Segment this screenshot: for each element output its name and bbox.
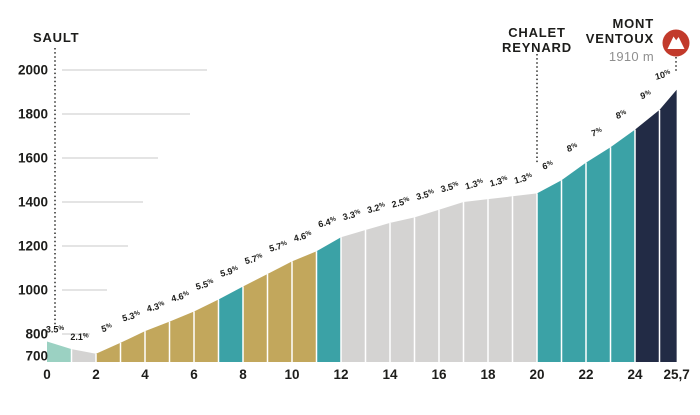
gradient-segment-km18-19 — [488, 196, 513, 362]
x-tick-label: 12 — [333, 367, 348, 382]
x-tick-label: 10 — [284, 367, 299, 382]
x-tick-label: 0 — [43, 367, 51, 382]
grade-label: 4.6% — [170, 289, 190, 303]
gradient-segment-km5-6 — [169, 311, 194, 362]
grade-label: 5.3% — [121, 309, 141, 323]
gradient-segment-km25-25.7 — [659, 89, 677, 363]
x-tick-label: 20 — [529, 367, 544, 382]
grade-label: 5% — [100, 322, 113, 335]
gradient-segment-km9-10 — [267, 261, 292, 362]
y-tick-label: 800 — [25, 327, 48, 342]
grade-label: 5.7% — [268, 239, 288, 253]
grade-label: 6% — [541, 159, 554, 172]
x-tick-label: 6 — [190, 367, 198, 382]
grade-label: 5.9% — [219, 264, 239, 278]
y-tick-label: 1600 — [18, 151, 48, 166]
chalet-reynard-label: CHALET REYNARD — [502, 25, 572, 55]
gradient-segment-km19-20 — [512, 193, 537, 362]
gradient-segment-km12-13 — [341, 229, 366, 362]
grade-label: 8% — [615, 108, 628, 121]
gradient-segment-km7-8 — [218, 286, 243, 362]
y-tick-label: 700 — [25, 349, 48, 364]
gradient-segment-km13-14 — [365, 222, 390, 362]
grade-label: 2.5% — [391, 195, 411, 209]
gradient-segment-km22-23 — [586, 147, 611, 362]
x-tick-label: 16 — [431, 367, 447, 382]
gradient-segment-km23-24 — [610, 129, 635, 362]
gradient-segment-km11-12 — [316, 237, 341, 362]
gradient-segment-km1-2 — [71, 349, 96, 362]
grade-label: 4.3% — [146, 300, 166, 314]
grade-label: 8% — [566, 141, 579, 154]
gradient-segment-km2-3 — [96, 342, 121, 362]
gradient-segment-km15-16 — [414, 209, 439, 362]
grade-label: 1.3% — [513, 171, 533, 185]
grade-label: 9% — [639, 89, 652, 102]
gradient-segment-km0-1 — [47, 341, 72, 362]
summit-label: MONT VENTOUX — [585, 16, 654, 46]
x-tick-label: 22 — [578, 367, 593, 382]
grade-label: 7% — [590, 126, 603, 139]
mountain-glyph — [667, 36, 685, 49]
gradient-segment-km21-22 — [561, 162, 586, 362]
x-tick-label: 8 — [239, 367, 247, 382]
grade-label: 6.4% — [317, 215, 337, 229]
gradient-segment-km3-4 — [120, 331, 145, 362]
start-label: SAULT — [33, 30, 80, 45]
gradient-segment-km24-25 — [635, 109, 660, 362]
gradient-segment-km17-18 — [463, 199, 488, 362]
summit-elevation: 1910 m — [608, 49, 654, 64]
grade-label: 3.5% — [415, 188, 435, 202]
grade-label: 3.2% — [366, 201, 386, 215]
gradient-segment-km6-7 — [194, 299, 219, 362]
y-tick-label: 1400 — [18, 195, 48, 210]
gradient-segment-km14-15 — [390, 217, 415, 362]
gradient-segment-km16-17 — [439, 202, 464, 362]
grade-label: 1.3% — [489, 174, 509, 188]
grade-label: 1.3% — [464, 177, 484, 191]
grade-label: 3.5% — [440, 180, 460, 194]
gradient-segment-km20-21 — [537, 180, 562, 362]
grade-label: 3.5% — [46, 324, 65, 334]
x-tick-label: 24 — [627, 367, 643, 382]
grade-label: 4.6% — [293, 229, 313, 243]
grade-label: 3.3% — [342, 208, 362, 222]
y-tick-label: 1000 — [18, 283, 48, 298]
grade-label: 5.5% — [195, 277, 215, 291]
gradient-segment-km10-11 — [292, 251, 317, 362]
gradient-segment-km4-5 — [145, 321, 170, 362]
x-tick-label: 14 — [382, 367, 398, 382]
y-tick-label: 1800 — [18, 107, 48, 122]
y-tick-label: 2000 — [18, 63, 48, 78]
x-tick-label: 2 — [92, 367, 100, 382]
y-tick-label: 1200 — [18, 239, 48, 254]
grade-label: 10% — [654, 68, 672, 82]
x-tick-label: 18 — [480, 367, 496, 382]
x-tick-label: 25,7 — [664, 367, 690, 382]
x-tick-label: 4 — [141, 367, 149, 382]
gradient-segment-km8-9 — [243, 273, 268, 362]
grade-label: 2.1% — [70, 332, 89, 342]
grade-label: 5.7% — [244, 252, 264, 266]
